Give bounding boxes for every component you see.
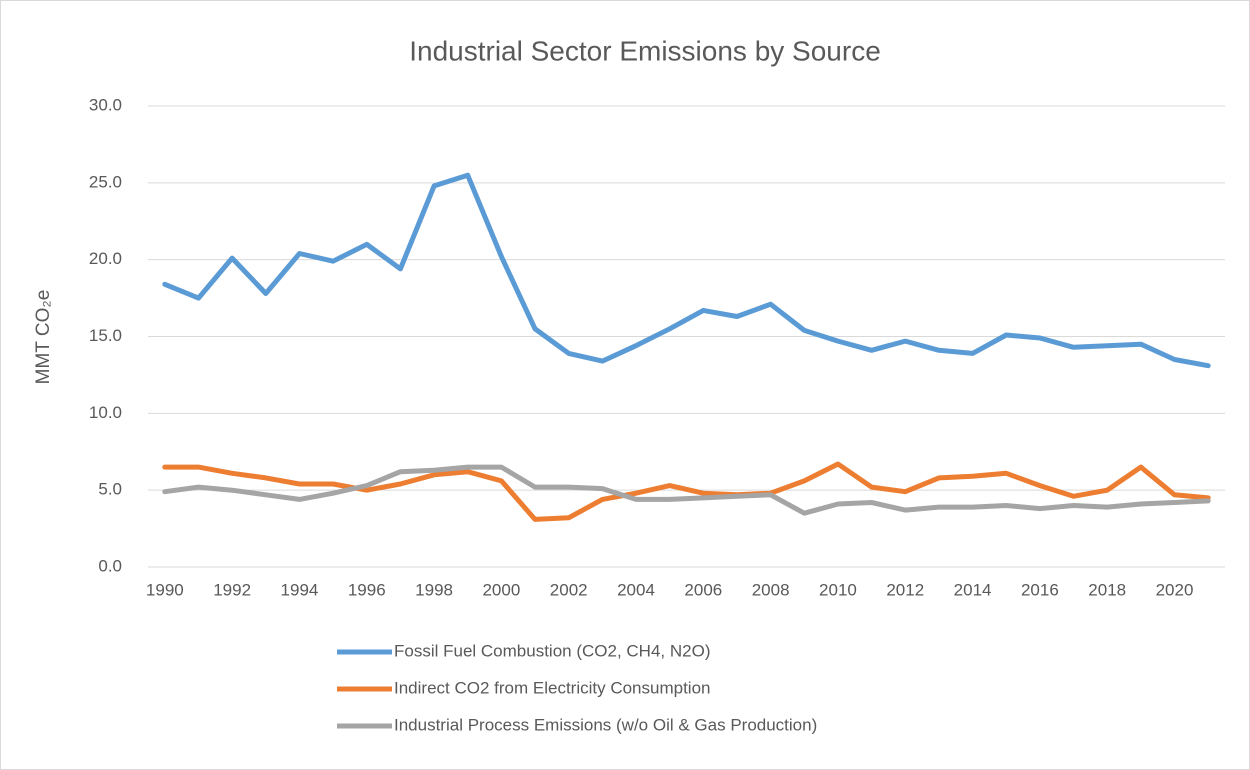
x-tick-label: 2010 [819, 580, 857, 599]
y-tick-label: 15.0 [89, 326, 122, 345]
series-line [162, 464, 1211, 516]
chart-title: Industrial Sector Emissions by Source [409, 35, 881, 66]
series-line [162, 461, 1211, 522]
y-tick-label: 20.0 [89, 249, 122, 268]
y-tick-label: 30.0 [89, 95, 122, 114]
y-tick-label: 10.0 [89, 403, 122, 422]
x-tick-label: 2004 [617, 580, 655, 599]
x-tick-label: 2018 [1088, 580, 1126, 599]
x-tick-label: 2012 [886, 580, 924, 599]
series-line [162, 172, 1211, 369]
x-tick-label: 2016 [1021, 580, 1059, 599]
x-tick-label: 2020 [1156, 580, 1194, 599]
y-tick-label: 0.0 [98, 556, 122, 575]
x-tick-label: 1994 [281, 580, 319, 599]
x-tick-label: 2008 [752, 580, 790, 599]
legend-label: Industrial Process Emissions (w/o Oil & … [394, 715, 817, 734]
x-tick-label: 2006 [684, 580, 722, 599]
x-tick-label: 2002 [550, 580, 588, 599]
y-tick-label: 25.0 [89, 172, 122, 191]
y-tick-label: 5.0 [98, 480, 122, 499]
y-axis-label: MMT CO₂e [33, 290, 54, 385]
x-tick-label: 1992 [213, 580, 251, 599]
x-tick-label: 2000 [482, 580, 520, 599]
x-tick-label: 1990 [146, 580, 184, 599]
legend-label: Fossil Fuel Combustion (CO2, CH4, N2O) [394, 641, 710, 660]
x-tick-label: 1998 [415, 580, 453, 599]
x-tick-label: 2014 [954, 580, 992, 599]
x-tick-label: 1996 [348, 580, 386, 599]
legend-label: Indirect CO2 from Electricity Consumptio… [394, 678, 711, 697]
